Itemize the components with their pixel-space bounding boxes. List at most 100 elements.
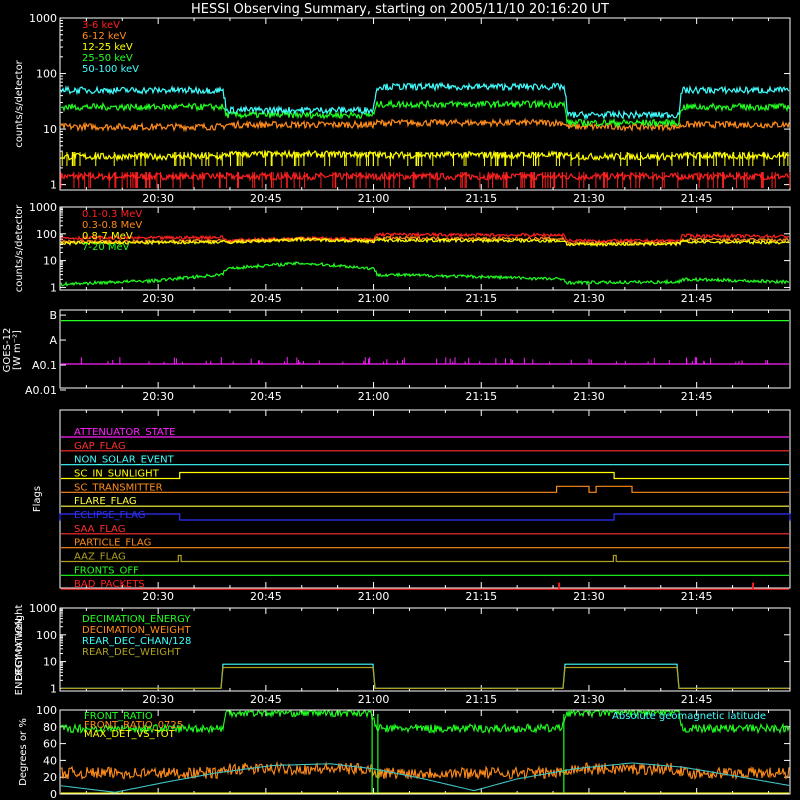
y-axis-label: ENERGY or weight (14, 605, 25, 696)
y-tick-label: 10 (43, 255, 57, 268)
series-line (60, 81, 790, 121)
series-line (60, 760, 790, 781)
y-tick-label: 1 (50, 682, 57, 695)
y-tick-label: 100 (36, 704, 57, 717)
legend-entry: 12-25 keV (82, 42, 133, 53)
series-line (60, 98, 790, 129)
y-tick-label: 10 (43, 123, 57, 136)
series-line (61, 666, 789, 689)
flag-line (61, 554, 789, 563)
y-tick-label: 1 (50, 179, 57, 192)
y-tick-label: A (49, 334, 57, 347)
y-axis-label: DECIMATION (14, 618, 25, 681)
y-axis-label: [W m⁻²] (12, 330, 23, 370)
legend-entry: 0.3-0.8 MeV (82, 220, 142, 231)
y-tick-label: 10 (43, 656, 57, 669)
flag-line (59, 513, 791, 521)
plot-frame (59, 409, 791, 589)
y-tick-label: 100 (36, 228, 57, 241)
legend-entry: 50-100 keV (82, 64, 139, 75)
x-tick-label: 21:30 (573, 192, 605, 205)
series-line (60, 236, 790, 248)
panel-goes: 20:30 20:45 21:00 21:15 21:30 21:45 BA A0.1 A0.0… (2, 309, 791, 403)
x-tick-label: 20:45 (250, 292, 282, 305)
x-tick-label: 20:45 (250, 693, 282, 706)
flag-line (61, 582, 789, 590)
legend-entry: DECIMATION_ENERGY (82, 614, 191, 625)
flag-label: SAA_FLAG (74, 524, 125, 535)
flag-line (61, 471, 789, 480)
x-tick-label: 21:15 (465, 292, 497, 305)
y-tick-label: A0.01 (25, 384, 57, 397)
plot-frame (59, 17, 791, 191)
x-tick-label: 20:30 (142, 693, 174, 706)
flag-label: AAZ_FLAG (74, 552, 126, 563)
y-tick-label: 1000 (29, 201, 57, 214)
flag-label: FRONTS_OFF (74, 565, 139, 576)
legend-entry: Absolute geomagnetic latitude (612, 711, 766, 722)
x-tick-label: 21:15 (465, 693, 497, 706)
x-tick-label: 21:15 (465, 590, 497, 603)
x-tick-label: 20:30 (142, 192, 174, 205)
x-tick-label: 21:00 (358, 192, 390, 205)
y-axis-label: Degrees or % (18, 718, 29, 786)
legend-entry: FRONT_RATIO_0725 (84, 720, 183, 731)
flag-label: SC_IN_SUNLIGHT (74, 469, 160, 480)
series-line (60, 231, 790, 244)
flag-label: GAP_FLAG (74, 441, 126, 452)
series-line (60, 261, 789, 287)
plot-frame (59, 206, 791, 291)
x-tick-label: 20:45 (250, 390, 282, 403)
x-tick-label: 21:45 (681, 590, 713, 603)
series-line (60, 149, 790, 163)
x-tick-label: 21:30 (573, 590, 605, 603)
y-tick-label: 100 (36, 629, 57, 642)
panel-low-energy-rates: 20:30 20:45 21:00 21:15 21:30 21:45 1 10 100 1000… (14, 12, 791, 205)
y-tick-label: 1000 (29, 12, 57, 25)
flag-label: ATTENUATOR_STATE (74, 427, 175, 438)
legend-entry: REAR_DEC_WEIGHT (82, 647, 181, 658)
flag-label: NON_SOLAR_EVENT (74, 455, 175, 466)
legend-entry: REAR_DEC_CHAN/128 (82, 636, 191, 647)
legend-entry: 0.8-7 MeV (82, 231, 133, 242)
x-tick-label: 20:30 (142, 292, 174, 305)
y-axis-label: GOES-12 (2, 328, 13, 373)
series-line (60, 170, 790, 183)
x-tick-label: 21:30 (573, 390, 605, 403)
x-tick-label: 21:00 (358, 590, 390, 603)
x-tick-label: 20:30 (142, 390, 174, 403)
flag-label: FLARE_FLAG (74, 496, 137, 507)
flag-label: SC_TRANSMITTER (74, 482, 163, 493)
y-tick-label: 1000 (29, 602, 57, 615)
plot-frame (59, 607, 791, 692)
flag-label: BAD_PACKETS (74, 579, 145, 590)
y-tick-label: 0 (50, 788, 57, 800)
x-tick-label: 21:45 (681, 693, 713, 706)
x-tick-label: 21:30 (573, 693, 605, 706)
y-tick-label: A0.1 (32, 359, 57, 372)
panel-ratios: 0 20 40 60 80 100 Degrees or % FRONT_RATIOFRONT… (18, 704, 791, 800)
y-tick-label: 100 (36, 68, 57, 81)
x-tick-label: 21:15 (465, 390, 497, 403)
y-tick-label: 1 (50, 281, 57, 294)
flag-label: PARTICLE_FLAG (74, 538, 151, 549)
x-tick-label: 21:00 (358, 693, 390, 706)
y-tick-label: B (49, 309, 57, 322)
panel-high-energy-rates: 20:30 20:45 21:00 21:15 21:30 21:45 1 10 100 1000… (14, 201, 791, 305)
x-tick-label: 20:30 (142, 590, 174, 603)
series-line (60, 762, 790, 793)
legend-entry: MAX_DET_VS_TOT (84, 729, 176, 740)
x-tick-label: 21:00 (358, 390, 390, 403)
legend-entry: 6-12 keV (82, 31, 126, 42)
y-axis-label: Flags (32, 486, 43, 512)
flag-label: ECLIPSE_FLAG (74, 510, 145, 521)
legend-entry: 0.1-0.3 MeV (82, 209, 142, 220)
plot-frame (59, 309, 791, 389)
x-tick-label: 20:45 (250, 590, 282, 603)
x-tick-label: 21:15 (465, 192, 497, 205)
y-axis-label: counts/s/detector (14, 59, 25, 147)
chart-title: HESSI Observing Summary, starting on 200… (191, 2, 609, 17)
panel-decimation: 20:30 20:45 21:00 21:15 21:30 21:45 1 10 100 1000… (14, 602, 791, 706)
y-tick-label: 20 (43, 771, 57, 784)
